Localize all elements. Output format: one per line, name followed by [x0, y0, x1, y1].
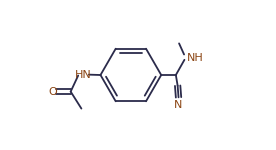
Text: HN: HN: [75, 70, 92, 80]
Text: NH: NH: [187, 53, 204, 63]
Text: N: N: [174, 100, 183, 110]
Text: O: O: [49, 87, 58, 97]
